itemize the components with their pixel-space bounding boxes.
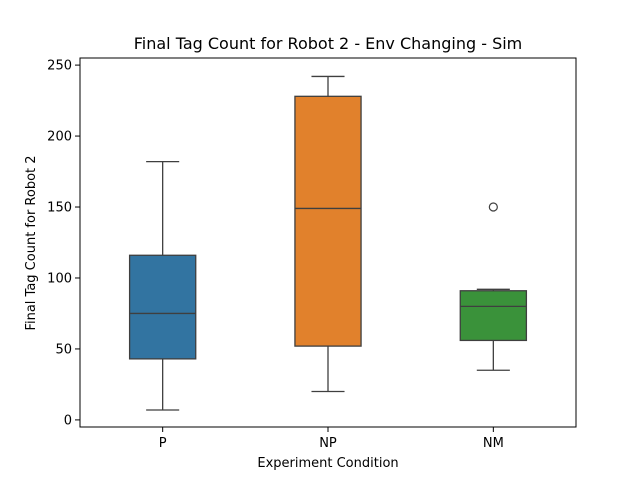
x-tick-label: P bbox=[159, 436, 167, 451]
box-nm bbox=[459, 202, 528, 371]
box-np bbox=[294, 75, 362, 393]
iqr-box bbox=[128, 254, 197, 360]
y-tick-label: 100 bbox=[47, 271, 72, 286]
x-tick-label: NM bbox=[483, 436, 504, 451]
chart-title: Final Tag Count for Robot 2 - Env Changi… bbox=[134, 34, 523, 53]
y-tick-label: 150 bbox=[47, 201, 72, 216]
x-tick-label: NP bbox=[319, 436, 337, 451]
plot-area bbox=[128, 75, 528, 411]
y-tick-label: 50 bbox=[55, 342, 72, 357]
y-tick-label: 200 bbox=[47, 130, 72, 145]
y-tick-label: 0 bbox=[64, 413, 72, 428]
axes: 0 50 100 150 200 250 P NP NM bbox=[47, 59, 504, 451]
y-axis-title: Final Tag Count for Robot 2 bbox=[24, 155, 39, 330]
y-tick-label: 250 bbox=[47, 59, 72, 74]
iqr-box bbox=[294, 95, 362, 347]
box-p bbox=[128, 160, 197, 411]
iqr-box bbox=[459, 290, 528, 342]
x-axis-title: Experiment Condition bbox=[257, 456, 398, 471]
outlier-point bbox=[488, 202, 498, 212]
